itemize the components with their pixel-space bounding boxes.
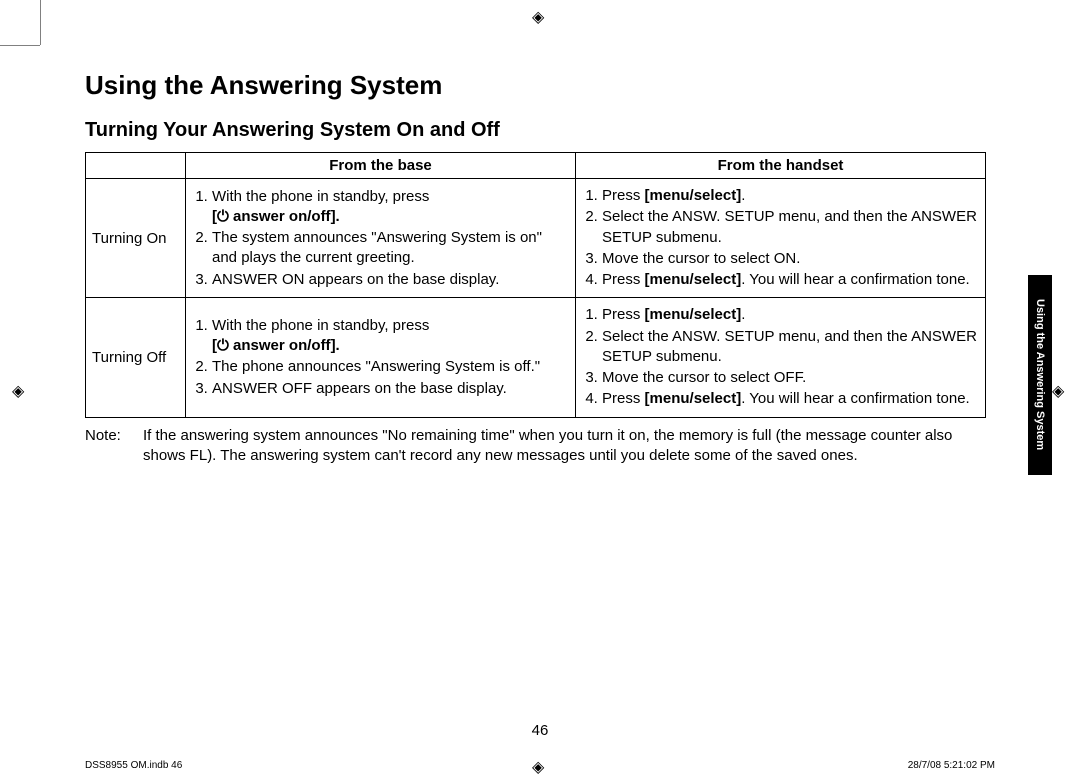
- step: The system announces "Answering System i…: [212, 228, 567, 269]
- instruction-table: From the base From the handset Turning O…: [85, 152, 986, 418]
- section-tab: Using the Answering System: [1028, 275, 1052, 475]
- step: The phone announces "Answering System is…: [212, 357, 567, 377]
- cell-handset-on: Press [menu/select]. Select the ANSW. SE…: [576, 179, 986, 298]
- note-body: If the answering system announces "No re…: [143, 426, 985, 467]
- cell-handset-off: Press [menu/select]. Select the ANSW. SE…: [576, 298, 986, 417]
- cropmark-horz: [0, 45, 40, 46]
- page-title: Using the Answering System: [85, 70, 985, 101]
- step: Move the cursor to select ON.: [602, 249, 977, 269]
- footer-file: DSS8955 OM.indb 46: [85, 760, 182, 771]
- page-content: Using the Answering System Turning Your …: [85, 70, 985, 466]
- step: Select the ANSW. SETUP menu, and then th…: [602, 207, 977, 248]
- row-label: Turning On: [86, 179, 186, 298]
- page-number: 46: [0, 722, 1080, 739]
- note: Note: If the answering system announces …: [85, 426, 985, 467]
- step: Press [menu/select]. You will hear a con…: [602, 270, 977, 290]
- step: Select the ANSW. SETUP menu, and then th…: [602, 327, 977, 368]
- table-header-row: From the base From the handset: [86, 153, 986, 179]
- reg-mark-top: ◈: [532, 10, 548, 26]
- table-header-handset: From the handset: [576, 153, 986, 179]
- reg-mark-bottom: ◈: [532, 760, 548, 776]
- step: Press [menu/select].: [602, 186, 977, 206]
- reg-mark-left: ◈: [12, 384, 28, 400]
- power-icon: ⏻: [217, 336, 229, 356]
- step: ANSWER ON appears on the base display.: [212, 270, 567, 290]
- table-row: Turning On With the phone in standby, pr…: [86, 179, 986, 298]
- cropmark-vert: [40, 0, 41, 45]
- table-row: Turning Off With the phone in standby, p…: [86, 298, 986, 417]
- step: Move the cursor to select OFF.: [602, 368, 977, 388]
- reg-mark-right: ◈: [1052, 384, 1068, 400]
- step: With the phone in standby, press [⏻ answ…: [212, 187, 567, 228]
- step: Press [menu/select]. You will hear a con…: [602, 389, 977, 409]
- table-header-blank: [86, 153, 186, 179]
- table-header-base: From the base: [186, 153, 576, 179]
- power-icon: ⏻: [217, 207, 229, 227]
- step: With the phone in standby, press [⏻ answ…: [212, 316, 567, 357]
- footer-timestamp: 28/7/08 5:21:02 PM: [908, 760, 995, 771]
- cell-base-off: With the phone in standby, press [⏻ answ…: [186, 298, 576, 417]
- row-label: Turning Off: [86, 298, 186, 417]
- step: Press [menu/select].: [602, 305, 977, 325]
- note-label: Note:: [85, 426, 143, 467]
- section-title: Turning Your Answering System On and Off: [85, 119, 985, 142]
- cell-base-on: With the phone in standby, press [⏻ answ…: [186, 179, 576, 298]
- step: ANSWER OFF appears on the base display.: [212, 379, 567, 399]
